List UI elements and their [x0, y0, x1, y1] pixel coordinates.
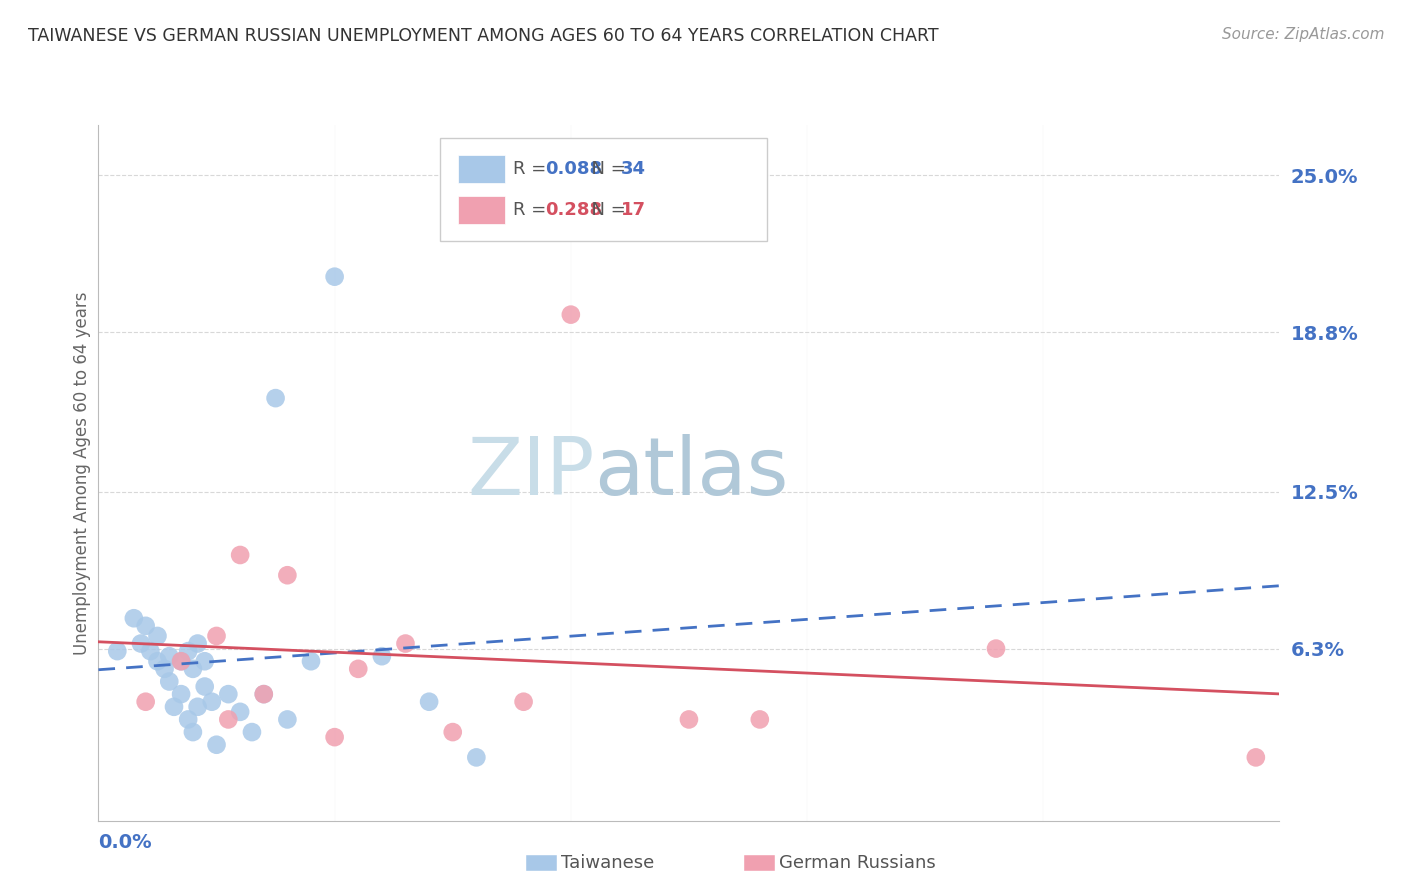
- Point: [678, 713, 700, 727]
- Point: [394, 636, 416, 650]
- Point: [418, 695, 440, 709]
- Point: [153, 662, 176, 676]
- Point: [157, 674, 180, 689]
- Text: ZIP: ZIP: [467, 434, 595, 512]
- Point: [201, 695, 224, 709]
- Point: [217, 713, 239, 727]
- Text: N =: N =: [579, 160, 631, 178]
- Point: [181, 725, 204, 739]
- Point: [105, 644, 128, 658]
- Point: [347, 662, 370, 676]
- Text: German Russians: German Russians: [779, 854, 935, 871]
- Point: [135, 695, 157, 709]
- Point: [323, 730, 346, 744]
- Text: atlas: atlas: [595, 434, 789, 512]
- Point: [181, 662, 204, 676]
- Point: [253, 687, 276, 701]
- Text: 0.088: 0.088: [546, 160, 603, 178]
- Point: [129, 636, 152, 650]
- Text: 0.288: 0.288: [546, 201, 603, 219]
- Point: [194, 680, 217, 694]
- Point: [240, 725, 263, 739]
- Point: [512, 695, 534, 709]
- Point: [229, 705, 252, 719]
- Point: [194, 654, 217, 668]
- Point: [135, 619, 157, 633]
- Text: R =: R =: [513, 201, 551, 219]
- Text: N =: N =: [579, 201, 631, 219]
- Point: [139, 644, 162, 658]
- Point: [441, 725, 464, 739]
- Text: 34: 34: [620, 160, 645, 178]
- Text: 0.0%: 0.0%: [98, 833, 152, 852]
- Point: [122, 611, 145, 625]
- Point: [748, 713, 770, 727]
- Point: [205, 629, 228, 643]
- Point: [560, 308, 582, 322]
- Point: [187, 699, 209, 714]
- Point: [229, 548, 252, 562]
- Point: [146, 629, 169, 643]
- Point: [276, 713, 298, 727]
- Point: [157, 649, 180, 664]
- Point: [371, 649, 394, 664]
- Point: [170, 654, 193, 668]
- Point: [299, 654, 322, 668]
- Point: [984, 641, 1007, 656]
- Point: [253, 687, 276, 701]
- Text: 17: 17: [620, 201, 645, 219]
- Point: [187, 636, 209, 650]
- Point: [217, 687, 239, 701]
- Point: [177, 713, 200, 727]
- Point: [465, 750, 488, 764]
- Point: [146, 654, 169, 668]
- Y-axis label: Unemployment Among Ages 60 to 64 years: Unemployment Among Ages 60 to 64 years: [73, 291, 91, 655]
- Text: Source: ZipAtlas.com: Source: ZipAtlas.com: [1222, 27, 1385, 42]
- Point: [170, 687, 193, 701]
- Point: [276, 568, 298, 582]
- Point: [170, 654, 193, 668]
- Point: [163, 699, 186, 714]
- Point: [205, 738, 228, 752]
- Text: R =: R =: [513, 160, 551, 178]
- Text: Taiwanese: Taiwanese: [561, 854, 654, 871]
- Point: [264, 391, 287, 405]
- Point: [1244, 750, 1267, 764]
- Text: TAIWANESE VS GERMAN RUSSIAN UNEMPLOYMENT AMONG AGES 60 TO 64 YEARS CORRELATION C: TAIWANESE VS GERMAN RUSSIAN UNEMPLOYMENT…: [28, 27, 939, 45]
- Point: [177, 644, 200, 658]
- Point: [323, 269, 346, 284]
